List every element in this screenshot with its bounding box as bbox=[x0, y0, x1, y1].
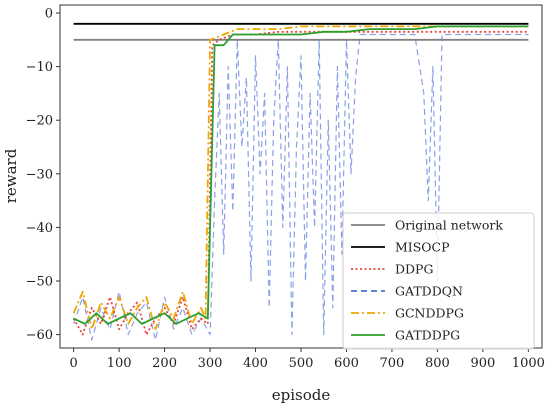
x-tick-label: 200 bbox=[152, 356, 177, 371]
y-axis: 0 −10 −20 −30 −40 −50 −60 bbox=[26, 7, 60, 343]
legend-label-original-network: Original network bbox=[395, 218, 503, 233]
legend-box bbox=[342, 212, 535, 350]
y-tick-label: −50 bbox=[26, 275, 53, 290]
x-tick-label: 800 bbox=[425, 356, 450, 371]
y-tick-label: −60 bbox=[26, 328, 53, 343]
x-axis: 0 100 200 300 400 500 600 700 800 900 1000 bbox=[70, 348, 545, 371]
x-tick-label: 900 bbox=[470, 356, 495, 371]
x-tick-label: 600 bbox=[334, 356, 359, 371]
y-tick-label: −10 bbox=[26, 60, 53, 75]
legend-label-ddpg: DDPG bbox=[395, 262, 433, 277]
x-tick-label: 400 bbox=[243, 356, 268, 371]
y-tick-label: 0 bbox=[45, 7, 53, 22]
legend-label-gatddpg: GATDDPG bbox=[395, 328, 460, 343]
legend: Original network MISOCP DDPG GATDDQN GCNDDPG… bbox=[342, 212, 535, 350]
legend-label-misocp: MISOCP bbox=[395, 240, 450, 255]
y-tick-label: −40 bbox=[26, 221, 53, 236]
series-line-gatddpg bbox=[73, 25, 529, 325]
series-line-gatddqn bbox=[73, 33, 529, 341]
series-layer bbox=[72, 22, 529, 341]
x-tick-label: 500 bbox=[289, 356, 314, 371]
legend-label-gcnddpg: GCNDDPG bbox=[395, 306, 464, 321]
y-tick-label: −20 bbox=[26, 114, 53, 129]
x-tick-label: 700 bbox=[380, 356, 405, 371]
x-tick-label: 1000 bbox=[512, 356, 545, 371]
x-tick-label: 100 bbox=[107, 356, 132, 371]
x-axis-title: episode bbox=[272, 386, 331, 404]
legend-label-gatddqn: GATDDQN bbox=[395, 284, 463, 299]
y-tick-label: −30 bbox=[26, 167, 53, 182]
x-tick-label: 0 bbox=[70, 356, 78, 371]
x-tick-label: 300 bbox=[198, 356, 223, 371]
y-axis-title: reward bbox=[2, 148, 20, 203]
